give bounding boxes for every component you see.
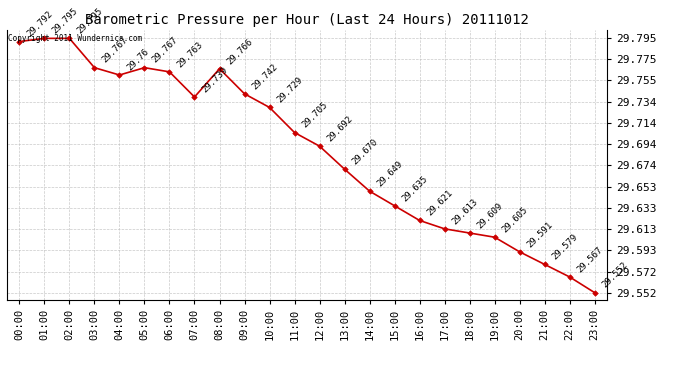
Text: 29.567: 29.567 (575, 245, 604, 274)
Title: Barometric Pressure per Hour (Last 24 Hours) 20111012: Barometric Pressure per Hour (Last 24 Ho… (85, 13, 529, 27)
Text: 29.763: 29.763 (175, 40, 204, 69)
Text: 29.670: 29.670 (350, 137, 380, 166)
Text: 29.766: 29.766 (225, 37, 254, 66)
Text: 29.767: 29.767 (100, 36, 129, 65)
Text: 29.792: 29.792 (25, 10, 54, 39)
Text: 29.613: 29.613 (450, 197, 480, 226)
Text: 29.552: 29.552 (600, 261, 629, 290)
Text: 29.705: 29.705 (300, 100, 329, 130)
Text: 29.621: 29.621 (425, 189, 454, 218)
Text: 29.591: 29.591 (525, 220, 554, 249)
Text: 29.76: 29.76 (125, 47, 150, 72)
Text: 29.605: 29.605 (500, 205, 529, 234)
Text: 29.795: 29.795 (75, 6, 104, 36)
Text: 29.692: 29.692 (325, 114, 354, 143)
Text: 29.742: 29.742 (250, 62, 279, 91)
Text: 29.767: 29.767 (150, 36, 179, 65)
Text: 29.635: 29.635 (400, 174, 429, 203)
Text: 29.739: 29.739 (200, 65, 229, 94)
Text: 29.795: 29.795 (50, 6, 79, 36)
Text: 29.649: 29.649 (375, 159, 404, 188)
Text: 29.579: 29.579 (550, 232, 580, 262)
Text: 29.729: 29.729 (275, 75, 304, 105)
Text: Copyright 2011 Wundernics.com: Copyright 2011 Wundernics.com (8, 34, 142, 43)
Text: 29.609: 29.609 (475, 201, 504, 230)
